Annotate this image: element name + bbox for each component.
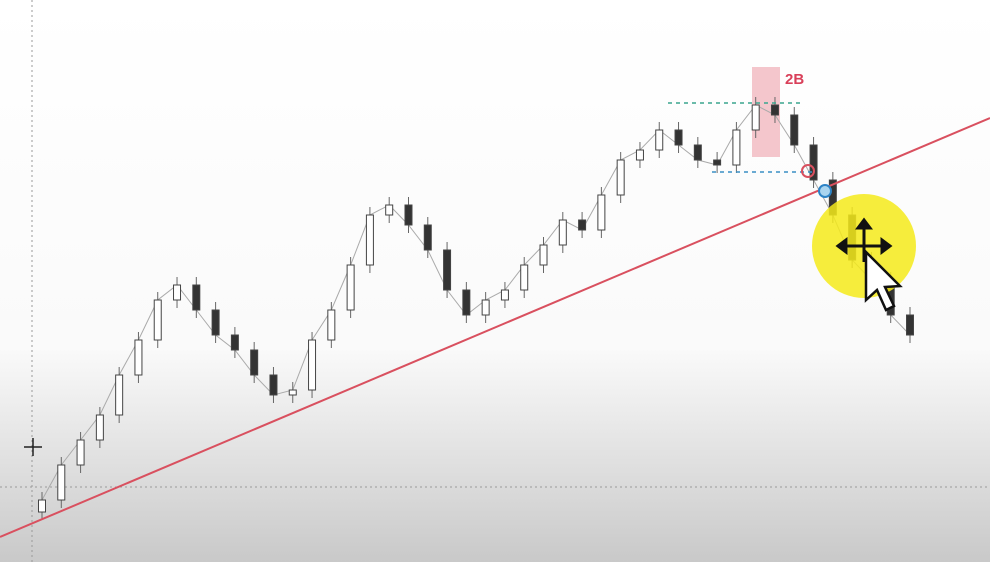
candle-body: [173, 284, 182, 301]
candle-body: [443, 249, 452, 291]
candle-body: [770, 104, 779, 116]
candle-body: [385, 204, 394, 216]
candle-body: [790, 114, 799, 146]
candle-body: [134, 339, 143, 376]
candle-body: [153, 299, 162, 341]
candle-body: [713, 159, 722, 166]
candle-body: [269, 374, 278, 396]
candle-body: [616, 159, 625, 196]
move-cursor: [835, 217, 893, 262]
candle-body: [481, 299, 490, 316]
candle-body: [751, 104, 760, 131]
candle-body: [597, 194, 606, 231]
candle-body: [346, 264, 355, 311]
break-marker: [801, 164, 815, 178]
pattern-label: 2B: [785, 71, 804, 88]
candle-body: [76, 439, 85, 466]
candle-body: [365, 214, 374, 266]
candle-body: [906, 314, 914, 336]
candle-body: [674, 129, 683, 146]
drag-handle[interactable]: [818, 184, 832, 198]
candle-body: [308, 339, 317, 391]
candle-body: [250, 349, 259, 376]
candle-body: [693, 144, 702, 161]
close-line: [41, 104, 911, 501]
candle-body: [732, 129, 741, 166]
candle-body: [558, 219, 567, 246]
candle-body: [95, 414, 104, 441]
crosshair-cursor: [24, 438, 42, 456]
candle-body: [520, 264, 529, 291]
candle-body: [462, 289, 471, 316]
candle-body: [635, 149, 644, 161]
candle-body: [288, 389, 297, 396]
candle-body: [500, 289, 509, 301]
candle-body: [327, 309, 336, 341]
candle-body: [192, 284, 201, 311]
candle-body: [230, 334, 239, 351]
candle-body: [211, 309, 220, 336]
candle-body: [809, 144, 818, 181]
candle-body: [38, 499, 46, 513]
candle-body: [57, 464, 66, 501]
candle-body: [655, 129, 664, 151]
candle-body: [404, 204, 413, 226]
candle-body: [423, 224, 432, 251]
candle-body: [578, 219, 587, 231]
candle-body: [539, 244, 548, 266]
pointer-cursor: [864, 248, 903, 312]
candle-body: [115, 374, 124, 416]
